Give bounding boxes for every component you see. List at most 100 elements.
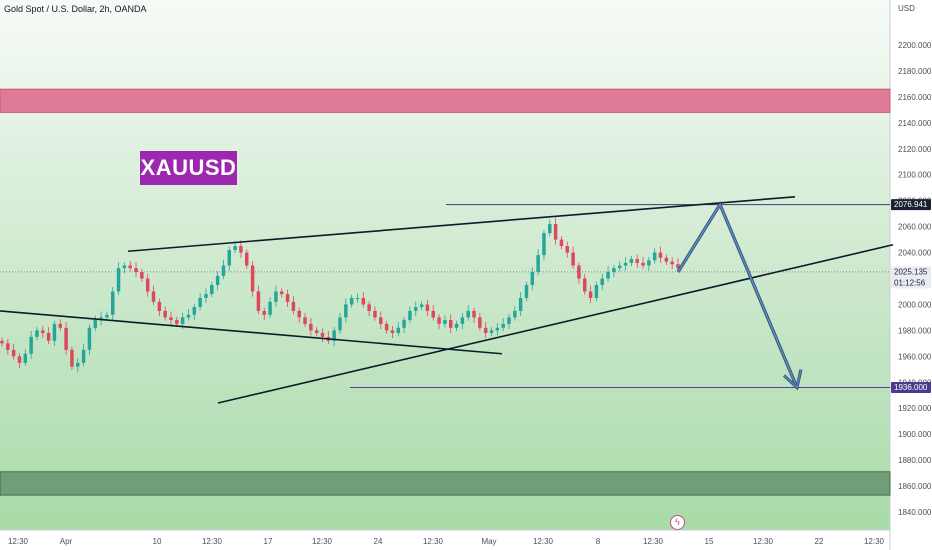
candle bbox=[565, 241, 570, 258]
candle bbox=[408, 306, 412, 324]
candle bbox=[93, 315, 97, 332]
candle bbox=[268, 297, 272, 319]
candle-body bbox=[145, 278, 150, 292]
candle-body bbox=[297, 310, 301, 318]
candle-body bbox=[402, 320, 406, 328]
candle-body bbox=[233, 246, 237, 250]
candle bbox=[116, 262, 121, 295]
chart-title: Gold Spot / U.S. Dollar, 2h, OANDA bbox=[4, 4, 147, 14]
candle bbox=[221, 259, 226, 280]
zone-resistance bbox=[0, 88, 891, 113]
candle-body bbox=[122, 265, 127, 269]
candle bbox=[157, 298, 162, 317]
candle bbox=[670, 257, 674, 270]
candle bbox=[472, 307, 476, 323]
currency-label: USD bbox=[898, 4, 915, 13]
candle-body bbox=[483, 327, 488, 333]
candle-body bbox=[454, 323, 459, 328]
candle bbox=[344, 298, 348, 323]
candle bbox=[355, 293, 360, 304]
time-tick-label: 17 bbox=[264, 537, 273, 546]
candle-body bbox=[390, 330, 395, 333]
candle bbox=[46, 327, 51, 345]
candle bbox=[553, 218, 558, 245]
candle bbox=[122, 262, 127, 274]
candle bbox=[536, 249, 540, 276]
candle bbox=[518, 292, 523, 317]
candle bbox=[64, 321, 68, 356]
time-tick-label: May bbox=[481, 537, 496, 546]
last-price-label-text: 2025.135 bbox=[894, 267, 928, 276]
candle-body bbox=[647, 260, 651, 266]
candle bbox=[542, 229, 546, 261]
candle-body bbox=[52, 323, 57, 341]
candle bbox=[349, 294, 354, 308]
candle-body bbox=[565, 246, 570, 253]
candle-body bbox=[175, 320, 179, 324]
candle-body bbox=[344, 304, 348, 318]
candle bbox=[245, 249, 249, 269]
candle-body bbox=[641, 262, 645, 266]
candle-body bbox=[128, 265, 132, 269]
candle-body bbox=[518, 297, 523, 311]
last-price-label-bg bbox=[891, 266, 931, 289]
candle-body bbox=[204, 294, 208, 298]
time-tick-label: 12:30 bbox=[533, 537, 554, 546]
early-trendline bbox=[0, 310, 503, 355]
candle bbox=[361, 292, 366, 308]
candle bbox=[513, 306, 517, 321]
candle-body bbox=[658, 252, 663, 258]
candle-body bbox=[332, 330, 336, 341]
time-tick-label: 10 bbox=[153, 537, 162, 546]
upper-channel-line bbox=[127, 195, 796, 253]
candle-body bbox=[41, 330, 45, 333]
candle-body bbox=[76, 362, 80, 367]
candle-body bbox=[105, 314, 109, 318]
candle bbox=[658, 246, 663, 263]
time-tick-label: 24 bbox=[374, 537, 383, 546]
candle-body bbox=[460, 317, 465, 324]
zone-support bbox=[0, 471, 891, 496]
price-tick-label: 2100.000 bbox=[898, 171, 932, 180]
candle bbox=[198, 293, 202, 311]
candle bbox=[239, 240, 243, 258]
candle bbox=[291, 296, 296, 315]
candle bbox=[76, 358, 80, 372]
candle-body bbox=[274, 291, 278, 302]
price-labels-layer: 2076.941 1936.000 2025.135 01:12:56 bbox=[891, 199, 931, 393]
candle-body bbox=[256, 291, 261, 311]
candle bbox=[414, 301, 418, 317]
candle-body bbox=[11, 349, 16, 357]
candle-body bbox=[309, 323, 313, 331]
candle-body bbox=[670, 261, 674, 265]
candle-body bbox=[81, 349, 86, 363]
candle-body bbox=[495, 327, 500, 331]
candle-body bbox=[221, 265, 226, 276]
candle bbox=[402, 316, 406, 333]
candle bbox=[501, 318, 505, 332]
price-tick-label: 1920.000 bbox=[898, 404, 932, 413]
lightning-icon[interactable]: ϟ bbox=[670, 515, 685, 530]
candle-body bbox=[23, 353, 28, 363]
candle bbox=[215, 271, 220, 291]
candle-body bbox=[157, 301, 162, 311]
candle-body bbox=[70, 349, 74, 367]
candle-body bbox=[239, 246, 243, 253]
candle-body bbox=[524, 284, 529, 298]
candle bbox=[309, 318, 313, 336]
candle-body bbox=[419, 304, 424, 308]
candle-body bbox=[338, 317, 342, 331]
candle-body bbox=[635, 259, 639, 263]
candle-body bbox=[140, 272, 144, 279]
candle bbox=[629, 255, 634, 267]
time-tick-label: 12:30 bbox=[312, 537, 333, 546]
candle bbox=[17, 353, 22, 369]
candle-body bbox=[279, 291, 284, 295]
candle-body bbox=[134, 268, 138, 273]
candle-body bbox=[629, 259, 634, 263]
candle bbox=[58, 319, 63, 332]
price-tick-label: 1980.000 bbox=[898, 326, 932, 335]
drawings-layer bbox=[0, 195, 894, 404]
